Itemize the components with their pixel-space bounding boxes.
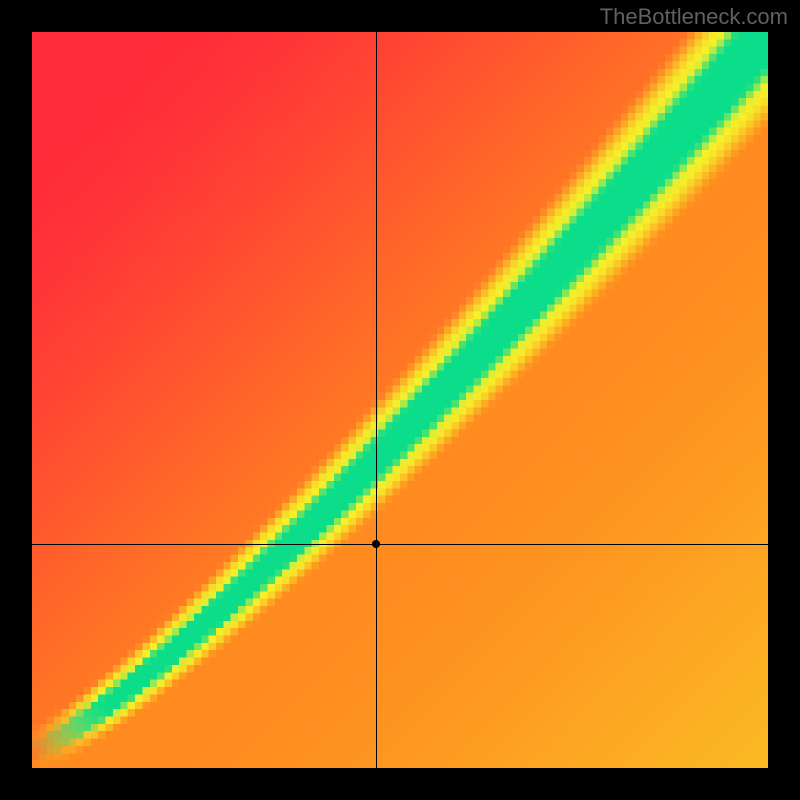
chart-container: TheBottleneck.com xyxy=(0,0,800,800)
crosshair-horizontal xyxy=(32,544,768,545)
heatmap-canvas xyxy=(32,32,768,768)
crosshair-dot xyxy=(372,540,380,548)
watermark-text: TheBottleneck.com xyxy=(600,4,788,30)
crosshair-vertical xyxy=(376,32,377,768)
heatmap-plot xyxy=(32,32,768,768)
